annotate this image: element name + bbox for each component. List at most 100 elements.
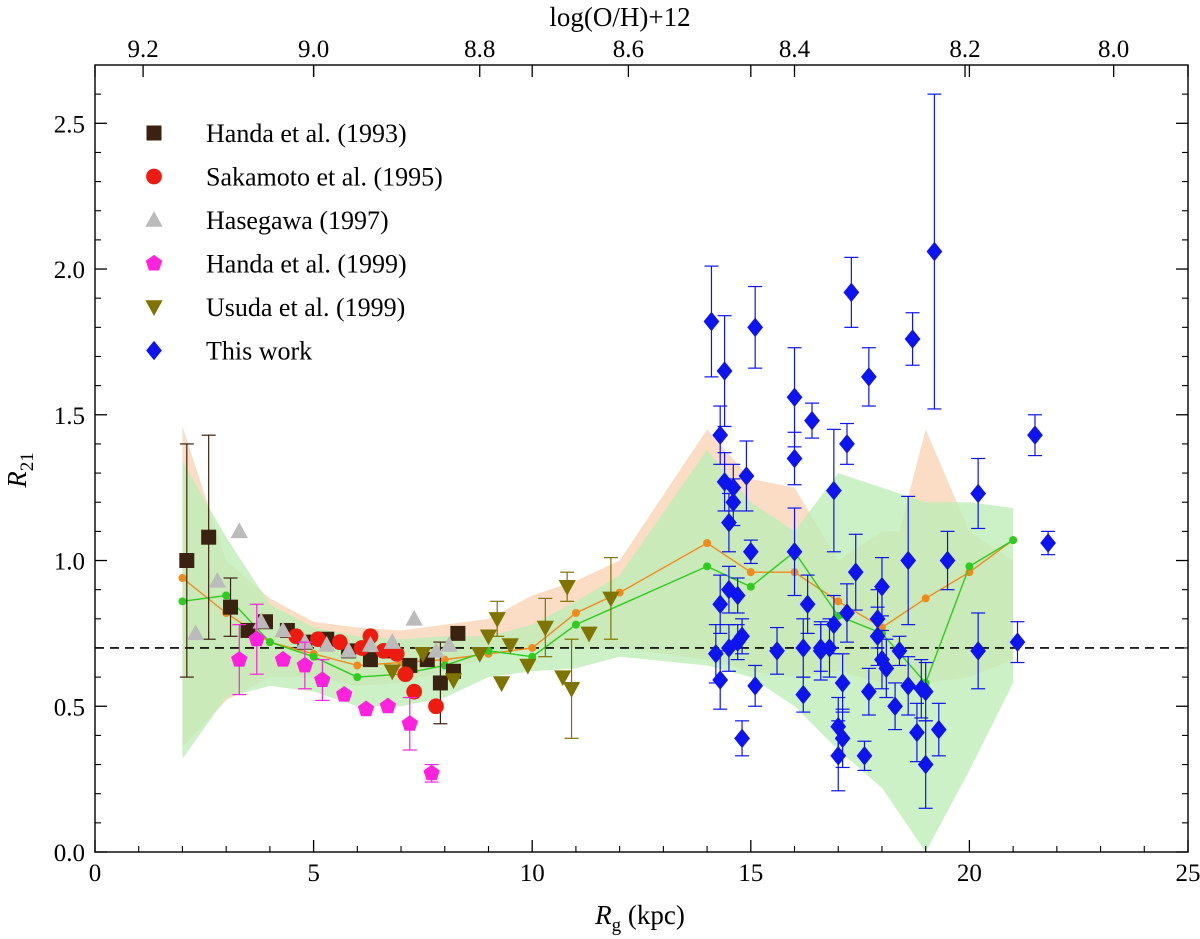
data-point: [747, 676, 764, 696]
data-point: [887, 696, 903, 717]
legend-label: Hasegawa (1997): [206, 206, 389, 235]
green-mean-point: [353, 673, 362, 682]
data-point: [240, 622, 256, 638]
orange-mean-point: [528, 643, 537, 652]
data-point: [310, 631, 326, 648]
data-point: [602, 591, 620, 608]
y-axis-label: R21: [2, 452, 38, 489]
data-point: [379, 697, 397, 714]
data-point: [703, 311, 720, 332]
data-point: [339, 641, 358, 658]
data-point: [450, 625, 466, 641]
data-point: [742, 542, 759, 562]
data-point: [274, 651, 292, 667]
legend-marker: [146, 340, 162, 361]
data-point: [812, 638, 829, 658]
orange-mean-point: [353, 661, 362, 670]
orange-mean-point: [571, 608, 580, 617]
legend-marker: [145, 254, 163, 271]
data-point: [388, 645, 405, 662]
data-point: [383, 633, 401, 649]
data-point: [825, 614, 842, 635]
axis-ticks: 0 5 10 15 20 25 0.0 0.5 1.0 1.5 2.0 2.5 9.2 9.0 8.8 8.6…: [54, 36, 1200, 887]
data-point: [318, 636, 336, 652]
data-point: [362, 652, 378, 668]
series-diamond: [703, 93, 1056, 809]
orange-mean-point: [746, 568, 755, 577]
plot-frame: [94, 64, 1189, 853]
top-tick-label: 8.0: [1098, 36, 1129, 63]
data-point: [208, 571, 227, 588]
data-point: [414, 647, 432, 663]
series-triangle-down: [383, 557, 620, 739]
data-point: [405, 609, 423, 626]
data-point: [296, 633, 314, 649]
y-tick-label: 2.5: [54, 111, 85, 138]
data-point: [712, 425, 729, 445]
legend-marker: [146, 168, 162, 185]
data-point: [1009, 632, 1026, 652]
data-point: [231, 651, 248, 667]
data-point: [839, 603, 855, 623]
top-tick-label: 9.2: [127, 36, 158, 63]
data-point: [401, 715, 418, 731]
data-point: [479, 629, 498, 646]
data-point: [580, 626, 598, 643]
x-tick-label: 0: [89, 860, 102, 887]
top-tick-label: 8.4: [779, 36, 811, 63]
data-point: [427, 641, 445, 658]
data-point: [839, 434, 855, 454]
data-point: [900, 550, 917, 571]
data-point: [536, 620, 554, 637]
data-point: [970, 641, 987, 661]
y-tick-label: 0.0: [54, 840, 85, 867]
data-point: [383, 664, 401, 681]
data-point: [909, 722, 925, 743]
data-point: [734, 728, 750, 749]
data-point: [747, 317, 764, 338]
y-tick-label: 2.0: [54, 257, 85, 284]
legend-label: Handa et al. (1993): [206, 119, 407, 148]
orange-mean-point: [921, 594, 930, 603]
data-point: [738, 466, 755, 486]
data-point: [734, 626, 750, 647]
data-point: [917, 754, 934, 775]
x-tick-label: 20: [957, 860, 982, 887]
data-point: [201, 529, 217, 545]
data-point: [444, 673, 463, 690]
legend-marker: [146, 125, 162, 141]
x-tick-label: 5: [307, 860, 320, 887]
top-tick-label: 8.2: [949, 36, 980, 63]
data-point: [501, 638, 519, 655]
data-point: [874, 577, 890, 597]
data-point: [428, 698, 444, 715]
data-point: [440, 636, 458, 652]
data-point: [488, 612, 506, 628]
x-axis-label: Rg (kpc): [594, 900, 685, 936]
data-point: [336, 686, 353, 702]
green-mean-point: [746, 582, 755, 591]
data-point: [786, 387, 803, 408]
data-point: [492, 676, 511, 692]
top-axis-label: log(O/H)+12: [549, 2, 690, 32]
legend: Handa et al. (1993) Sakamoto et al. (1995…: [145, 119, 443, 366]
data-point: [353, 640, 370, 656]
orange-mean-point: [178, 574, 187, 583]
legend-marker: [145, 211, 163, 227]
data-point: [274, 621, 292, 638]
data-point: [554, 670, 572, 687]
green-mean-point: [222, 591, 231, 600]
data-point: [562, 682, 581, 698]
data-point: [769, 641, 785, 661]
data-point: [930, 719, 947, 740]
y-tick-label: 0.5: [54, 694, 85, 721]
top-tick-label: 8.8: [464, 36, 495, 63]
data-point: [904, 329, 921, 349]
data-point: [471, 647, 489, 663]
data-point: [314, 671, 331, 687]
data-point: [891, 641, 908, 661]
data-point: [834, 728, 851, 749]
data-point: [869, 626, 886, 647]
data-point: [331, 634, 348, 651]
orange-mean-point: [834, 597, 843, 606]
